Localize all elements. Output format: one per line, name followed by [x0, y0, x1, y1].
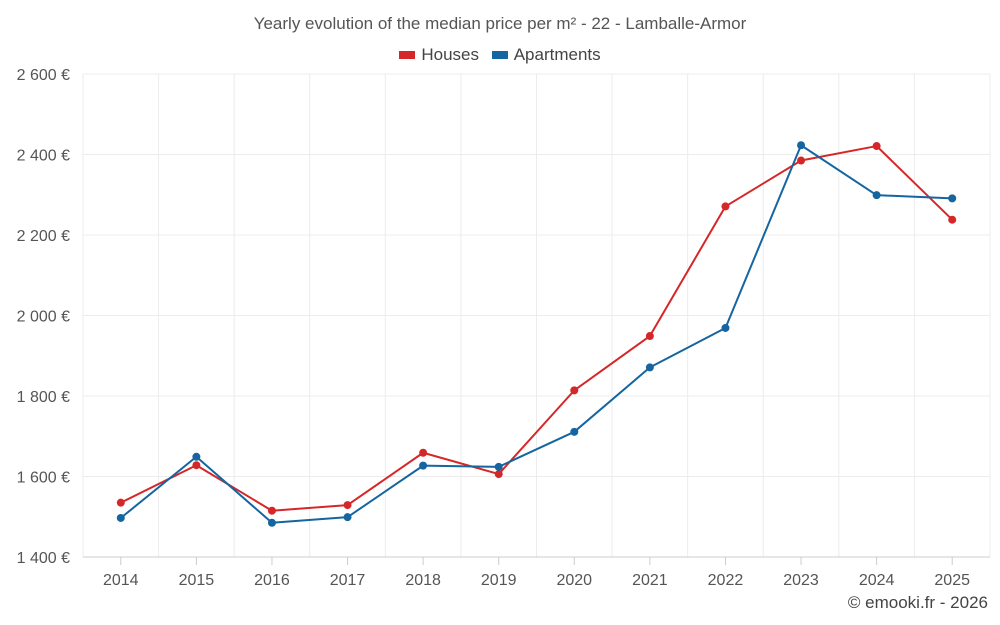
x-tick-label: 2023 [783, 572, 819, 589]
x-tick-label: 2018 [405, 572, 441, 589]
data-point-houses [116, 498, 125, 507]
data-point-apartments [494, 462, 503, 471]
x-tick-label: 2016 [254, 572, 290, 589]
y-tick-label: 1 400 € [17, 550, 70, 567]
data-point-apartments [570, 427, 579, 436]
y-tick-label: 2 400 € [17, 148, 70, 165]
legend-item-apartments[interactable]: Apartments [491, 45, 601, 65]
data-point-houses [872, 142, 881, 151]
data-point-apartments [948, 194, 957, 203]
data-point-apartments [797, 141, 806, 150]
grid [82, 73, 991, 558]
x-tick-label: 2024 [859, 572, 895, 589]
data-point-apartments [116, 513, 125, 522]
x-tick-label: 2022 [708, 572, 744, 589]
x-tick-label: 2019 [481, 572, 517, 589]
data-point-houses [494, 470, 503, 479]
x-tick-label: 2014 [103, 572, 139, 589]
legend-label-apartments: Apartments [513, 45, 601, 64]
x-tick-label: 2025 [934, 572, 970, 589]
legend-swatch-houses [399, 50, 416, 59]
data-point-houses [721, 202, 730, 211]
data-point-apartments [721, 323, 730, 332]
series-line-houses [120, 145, 953, 512]
y-tick-label: 1 800 € [17, 389, 70, 406]
data-point-houses [267, 506, 276, 515]
data-point-apartments [419, 461, 428, 470]
credit-text: © emooki.fr - 2026 [847, 593, 988, 612]
x-tick-label: 2021 [632, 572, 668, 589]
data-point-houses [343, 501, 352, 510]
data-point-houses [570, 386, 579, 395]
data-point-apartments [192, 452, 201, 461]
series-layer [116, 141, 957, 527]
legend-label-houses: Houses [421, 45, 479, 64]
x-tick-label: 2020 [556, 572, 592, 589]
data-point-apartments [267, 518, 276, 527]
data-point-apartments [645, 363, 654, 372]
x-tick-label: 2017 [330, 572, 366, 589]
chart-title: Yearly evolution of the median price per… [253, 14, 747, 33]
y-tick-label: 2 200 € [17, 228, 70, 245]
data-point-apartments [872, 191, 881, 200]
data-point-apartments [343, 513, 352, 522]
legend: Houses Apartments [0, 45, 1000, 65]
data-point-houses [948, 215, 957, 224]
y-tick-label: 2 600 € [17, 67, 70, 84]
data-point-houses [645, 332, 654, 341]
y-tick-label: 2 000 € [17, 309, 70, 326]
legend-swatch-apartments [491, 50, 508, 59]
x-tick-label: 2015 [179, 572, 215, 589]
data-point-houses [797, 156, 806, 165]
legend-item-houses[interactable]: Houses [399, 45, 479, 65]
y-tick-label: 1 600 € [17, 470, 70, 487]
data-point-houses [419, 448, 428, 457]
axes: 1 400 € 1 600 € 1 800 € 2 000 € 2 200 € 2 400… [17, 67, 990, 589]
data-point-houses [192, 461, 201, 470]
series-line-apartments [120, 144, 953, 524]
